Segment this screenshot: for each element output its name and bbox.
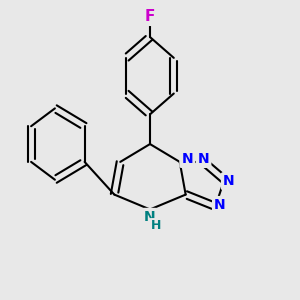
Text: F: F xyxy=(145,9,155,24)
Text: N: N xyxy=(223,174,235,188)
Text: N: N xyxy=(144,210,156,224)
Text: N: N xyxy=(181,152,193,166)
Text: N: N xyxy=(198,152,209,166)
Text: N: N xyxy=(214,198,226,212)
Text: H: H xyxy=(151,219,161,232)
